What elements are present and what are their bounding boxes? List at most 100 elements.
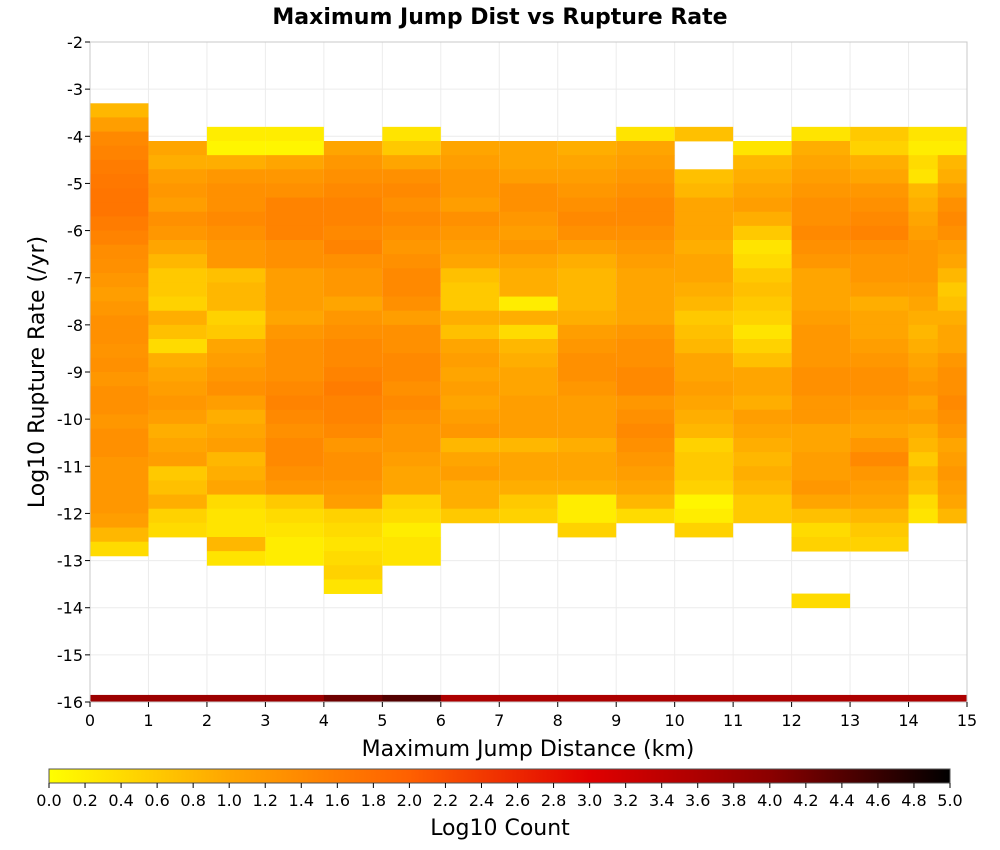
heatmap-cell: [382, 197, 441, 213]
y-tick-label: -7: [67, 269, 83, 288]
heatmap-cell: [937, 197, 967, 213]
heatmap-cell: [382, 694, 442, 702]
heatmap-cell: [791, 211, 851, 227]
heatmap-cell: [148, 282, 207, 297]
heatmap-cell: [616, 126, 675, 142]
y-tick-label: -4: [67, 127, 83, 146]
heatmap-cell: [206, 452, 266, 467]
heatmap-cell: [323, 353, 383, 368]
x-tick-label: 15: [957, 711, 977, 730]
heatmap-cell: [733, 141, 792, 156]
heatmap-cell: [323, 197, 383, 213]
heatmap-cell: [323, 381, 383, 396]
heatmap-cell: [674, 494, 734, 510]
heatmap-cells: [90, 103, 968, 702]
heatmap-cell: [674, 353, 734, 368]
heatmap-cell: [791, 310, 851, 326]
heatmap-cell: [557, 240, 617, 255]
heatmap-cell: [499, 183, 558, 198]
heatmap-cell: [557, 508, 617, 524]
heatmap-cell: [90, 386, 149, 401]
heatmap-cell: [499, 254, 558, 269]
heatmap-cell: [937, 438, 967, 453]
y-tick-label: -8: [67, 316, 83, 335]
heatmap-cell: [499, 452, 558, 467]
heatmap-cell: [791, 409, 851, 425]
heatmap-cell: [616, 409, 675, 425]
heatmap-cell: [206, 395, 266, 411]
heatmap-cell: [850, 694, 909, 702]
heatmap-cell: [206, 197, 266, 213]
heatmap-cell: [90, 541, 149, 557]
heatmap-cell: [674, 282, 734, 297]
heatmap-cell: [90, 216, 149, 231]
heatmap-cell: [850, 197, 909, 213]
heatmap-cell: [616, 694, 676, 702]
heatmap-cell: [323, 409, 383, 425]
heatmap-cell: [148, 324, 207, 340]
heatmap-cell: [674, 452, 734, 467]
heatmap-cell: [674, 324, 734, 340]
heatmap-cell: [674, 296, 734, 312]
heatmap-cell: [674, 310, 734, 326]
heatmap-cell: [206, 211, 266, 227]
heatmap-cell: [206, 310, 266, 326]
heatmap-cell: [908, 126, 967, 142]
heatmap-cell: [850, 254, 909, 269]
heatmap-cell: [791, 324, 851, 340]
heatmap-cell: [733, 508, 792, 524]
heatmap-cell: [616, 324, 675, 340]
heatmap-cell: [382, 225, 441, 241]
heatmap-cell: [850, 169, 909, 184]
heatmap-cell: [674, 466, 734, 481]
y-tick-label: -3: [67, 80, 83, 99]
heatmap-cell: [148, 409, 207, 425]
heatmap-cell: [557, 169, 617, 184]
heatmap-cell: [90, 471, 149, 486]
heatmap-cell: [265, 141, 324, 156]
heatmap-cell: [323, 296, 383, 312]
heatmap-cell: [499, 694, 559, 702]
heatmap-cell: [323, 466, 383, 481]
heatmap-cell: [90, 400, 149, 415]
x-tick-label: 13: [840, 711, 860, 730]
heatmap-cell: [323, 395, 383, 411]
heatmap-cell: [148, 339, 207, 354]
heatmap-cell: [733, 169, 792, 184]
heatmap-cell: [937, 240, 967, 255]
heatmap-cell: [557, 395, 617, 411]
heatmap-cell: [850, 537, 909, 552]
heatmap-cell: [791, 466, 851, 481]
x-tick-label: 2: [202, 711, 212, 730]
y-tick-label: -2: [67, 33, 83, 52]
heatmap-cell: [557, 268, 617, 283]
heatmap-cell: [382, 409, 441, 425]
heatmap-cell: [148, 367, 207, 382]
x-tick-label: 4: [319, 711, 329, 730]
heatmap-cell: [674, 423, 734, 439]
y-axis-label: Log10 Rupture Rate (/yr): [25, 236, 50, 508]
heatmap-cell: [382, 395, 441, 411]
heatmap-cell: [850, 240, 909, 255]
heatmap-cell: [148, 508, 207, 524]
heatmap-cell: [674, 225, 734, 241]
heatmap-cell: [791, 296, 851, 312]
heatmap-cell: [206, 339, 266, 354]
heatmap-cell: [791, 480, 851, 495]
colorbar-tick-label: 2.0: [397, 791, 422, 810]
heatmap-cell: [206, 423, 266, 439]
heatmap-cell: [937, 423, 967, 439]
heatmap-cell: [850, 494, 909, 510]
heatmap-cell: [850, 339, 909, 354]
colorbar-ticks: 0.0 0.2 0.4 0.6 0.8 1.0 1.2 1.4 1.6 1.8 2.0 2.2 2.4 2…: [36, 783, 963, 810]
colorbar-tick-label: 4.4: [829, 791, 854, 810]
heatmap-cell: [323, 579, 383, 594]
heatmap-cell: [148, 211, 207, 227]
heatmap-cell: [440, 183, 500, 198]
heatmap-cell: [499, 197, 558, 213]
heatmap-cell: [557, 183, 617, 198]
heatmap-cell: [791, 155, 851, 170]
heatmap-cell: [674, 254, 734, 269]
heatmap-cell: [90, 329, 149, 345]
heatmap-cell: [206, 494, 266, 510]
